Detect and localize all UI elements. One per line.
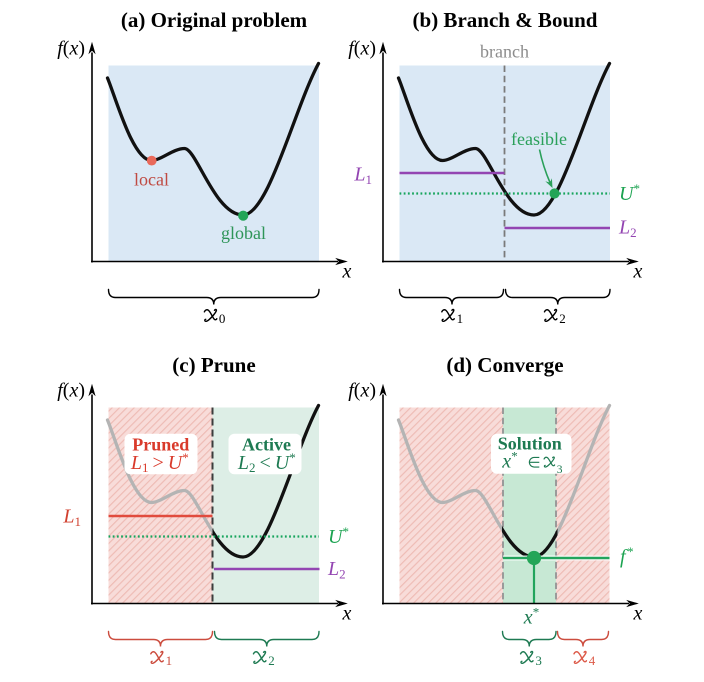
svg-text:1: 1 — [457, 311, 464, 326]
svg-text:0: 0 — [219, 311, 226, 326]
svg-text:2: 2 — [559, 311, 566, 326]
svg-text:Active: Active — [242, 435, 291, 455]
svg-text:x*: x* — [523, 605, 539, 629]
svg-text:L2: L2 — [327, 558, 346, 582]
svg-text:L1 > U*: L1 > U* — [130, 450, 189, 475]
svg-text:branch: branch — [480, 42, 529, 62]
svg-text:L1: L1 — [353, 164, 372, 188]
svg-text:global: global — [221, 223, 266, 243]
svg-text:∈: ∈ — [528, 456, 541, 472]
svg-text:Solution: Solution — [498, 434, 562, 454]
svg-text:U*: U* — [328, 524, 349, 548]
svg-text:1: 1 — [166, 653, 173, 668]
svg-text:L2: L2 — [618, 217, 637, 241]
svg-text:(d) Converge: (d) Converge — [446, 353, 563, 377]
svg-text:L1: L1 — [62, 506, 81, 530]
svg-text:(b) Branch & Bound: (b) Branch & Bound — [413, 8, 598, 32]
svg-text:4: 4 — [589, 653, 596, 668]
svg-text:2: 2 — [268, 653, 275, 668]
svg-text:3: 3 — [557, 464, 563, 476]
svg-text:U*: U* — [619, 181, 640, 205]
svg-text:(c) Prune: (c) Prune — [172, 353, 255, 377]
svg-text:(a) Original problem: (a) Original problem — [121, 8, 308, 32]
svg-text:Pruned: Pruned — [132, 435, 189, 455]
svg-text:f*: f * — [620, 544, 634, 568]
svg-text:3: 3 — [535, 653, 542, 668]
svg-text:L2 < U*: L2 < U* — [237, 450, 296, 475]
svg-text:local: local — [134, 170, 169, 190]
svg-text:feasible: feasible — [511, 129, 567, 149]
